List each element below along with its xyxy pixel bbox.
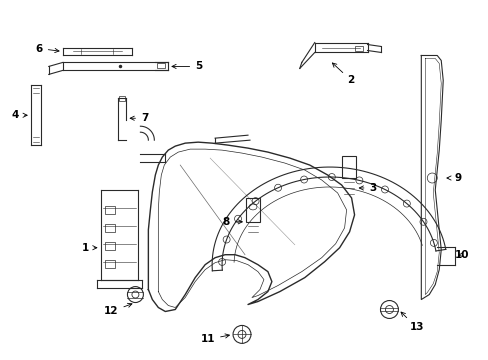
Text: 13: 13	[400, 312, 423, 332]
Text: 4: 4	[12, 110, 27, 120]
Text: 6: 6	[36, 44, 59, 54]
Text: 9: 9	[446, 173, 460, 183]
Text: 1: 1	[81, 243, 97, 253]
Text: 10: 10	[454, 250, 468, 260]
Text: 7: 7	[130, 113, 148, 123]
Text: 8: 8	[223, 217, 242, 227]
Bar	[104, 206, 114, 214]
Text: 5: 5	[172, 62, 202, 71]
Bar	[341, 156, 355, 178]
Text: 12: 12	[104, 303, 132, 316]
Bar	[104, 224, 114, 232]
Bar	[354, 45, 362, 51]
Text: 2: 2	[332, 63, 354, 85]
Bar	[119, 96, 125, 101]
Bar	[104, 260, 114, 268]
Text: 11: 11	[200, 334, 229, 345]
Bar	[157, 63, 165, 68]
Text: 3: 3	[359, 183, 376, 193]
Bar	[245, 198, 260, 222]
Bar	[104, 242, 114, 250]
